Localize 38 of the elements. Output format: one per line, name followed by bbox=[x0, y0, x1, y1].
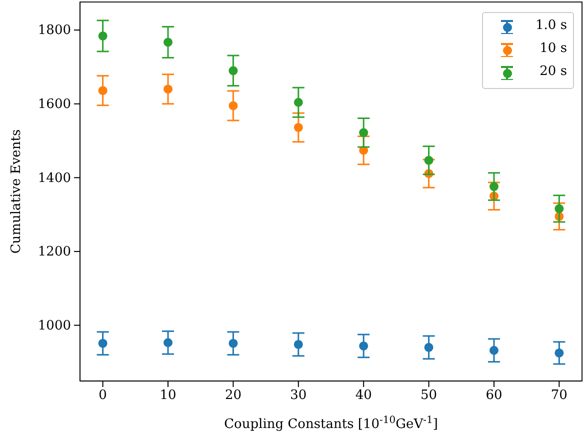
legend-label: 20 s bbox=[540, 64, 567, 79]
legend-label: 10 s bbox=[540, 41, 567, 56]
point bbox=[164, 338, 173, 348]
point bbox=[554, 204, 564, 214]
x-tick-label: 10 bbox=[160, 388, 176, 404]
point bbox=[359, 128, 368, 138]
point bbox=[164, 38, 173, 47]
point bbox=[228, 338, 238, 348]
x-tick-label: 30 bbox=[290, 388, 307, 404]
point bbox=[294, 98, 303, 107]
y-tick-label: 1400 bbox=[38, 170, 71, 186]
y-tick-label: 1000 bbox=[38, 318, 71, 334]
point bbox=[489, 182, 498, 192]
x-tick-label: 40 bbox=[355, 388, 372, 404]
legend-label: 1.0 s bbox=[536, 18, 567, 33]
y-tick-label: 1200 bbox=[38, 244, 71, 260]
y-tick-label: 1600 bbox=[38, 97, 71, 112]
point bbox=[359, 341, 368, 350]
x-tick-label: 20 bbox=[224, 388, 242, 404]
point bbox=[554, 348, 564, 358]
point bbox=[294, 340, 303, 349]
point bbox=[294, 122, 303, 132]
x-tick-label: 0 bbox=[98, 388, 107, 404]
point bbox=[228, 66, 238, 76]
y-tick-label: 1800 bbox=[38, 23, 71, 38]
point bbox=[228, 101, 238, 110]
point bbox=[98, 31, 108, 40]
x-tick-label: 60 bbox=[486, 388, 502, 404]
y-axis-title: Cumulative Events bbox=[9, 129, 24, 254]
point bbox=[489, 346, 498, 355]
point bbox=[98, 86, 108, 96]
point bbox=[98, 338, 108, 348]
x-tick-label: 50 bbox=[420, 388, 438, 404]
point bbox=[424, 342, 434, 352]
x-axis-title: Coupling Constants [10$^{-10}$GeV$^{-1}$] bbox=[224, 414, 438, 432]
point bbox=[164, 84, 173, 94]
point bbox=[424, 156, 434, 165]
x-tick-label: 70 bbox=[550, 388, 568, 404]
